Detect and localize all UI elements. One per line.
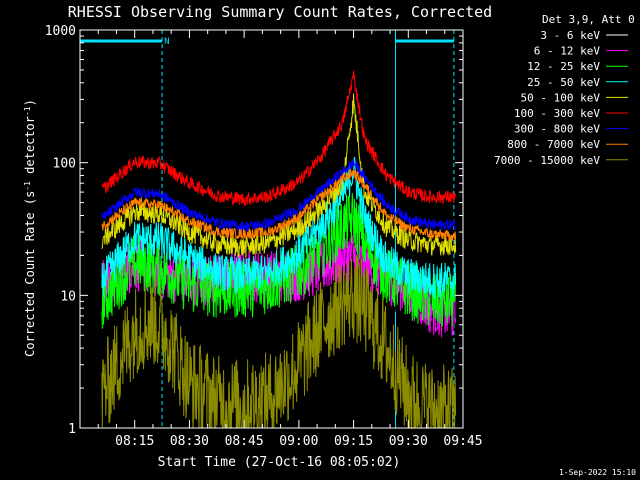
y-tick-label: 1 [68,422,76,437]
plot-frame [79,29,464,429]
legend-entry-label: 12 - 25 keV [527,60,600,73]
x-tick-label: 08:45 [225,434,264,449]
y-tick-label: 10 [60,289,76,304]
x-tick-label: 09:45 [443,434,482,449]
legend-entry-label: 50 - 100 keV [521,91,601,104]
y-axis-label-end: ) [23,99,37,106]
footer-date: 1-Sep-2022 15:10 [559,468,636,477]
series-line [101,159,456,233]
y-axis-label-sup1: -1 [23,181,32,191]
legend-entry-label: 800 - 7000 keV [507,138,600,151]
legend-entry-label: 25 - 50 keV [527,76,600,89]
legend-entry-label: 6 - 12 keV [534,45,601,58]
series-line [101,93,457,258]
y-tick-label: 1000 [45,24,76,39]
x-axis-label: Start Time (27-Oct-16 08:05:02) [158,455,401,470]
axes-group: 1 10 100 1000 08:15 08:30 08:45 09:00 09:15 09:30… [45,24,483,449]
series-line [101,254,457,430]
x-tick-label: 09:15 [334,434,373,449]
x-tick-label: 09:30 [389,434,428,449]
series-line [101,156,457,299]
night-marker-label: N [164,37,169,47]
y-axis-label-mid: detector [23,116,37,181]
legend: Det 3,9, Att 0 3 - 6 keV 6 - 12 keV 12 - 2… [494,13,635,167]
chart-title: RHESSI Observing Summary Count Rates, Co… [68,3,492,21]
series-line [101,70,457,207]
x-tick-label: 09:00 [279,434,318,449]
legend-title: Det 3,9, Att 0 [542,13,635,26]
series-group [101,70,457,430]
legend-entry-label: 7000 - 15000 keV [494,154,600,167]
x-tick-label: 08:15 [115,434,154,449]
y-tick-label: 100 [53,157,76,172]
series-line [101,168,457,241]
y-axis-label-sup2: -1 [23,106,32,116]
y-axis-label-main: Corrected Count Rate (s [23,191,37,357]
legend-entry-label: 100 - 300 keV [514,107,600,120]
legend-entry-label: 300 - 800 keV [514,123,600,136]
legend-entry-label: 3 - 6 keV [540,29,600,42]
x-tick-label: 08:30 [170,434,209,449]
y-axis-label: Corrected Count Rate (s-1 detector-1) [23,99,38,357]
